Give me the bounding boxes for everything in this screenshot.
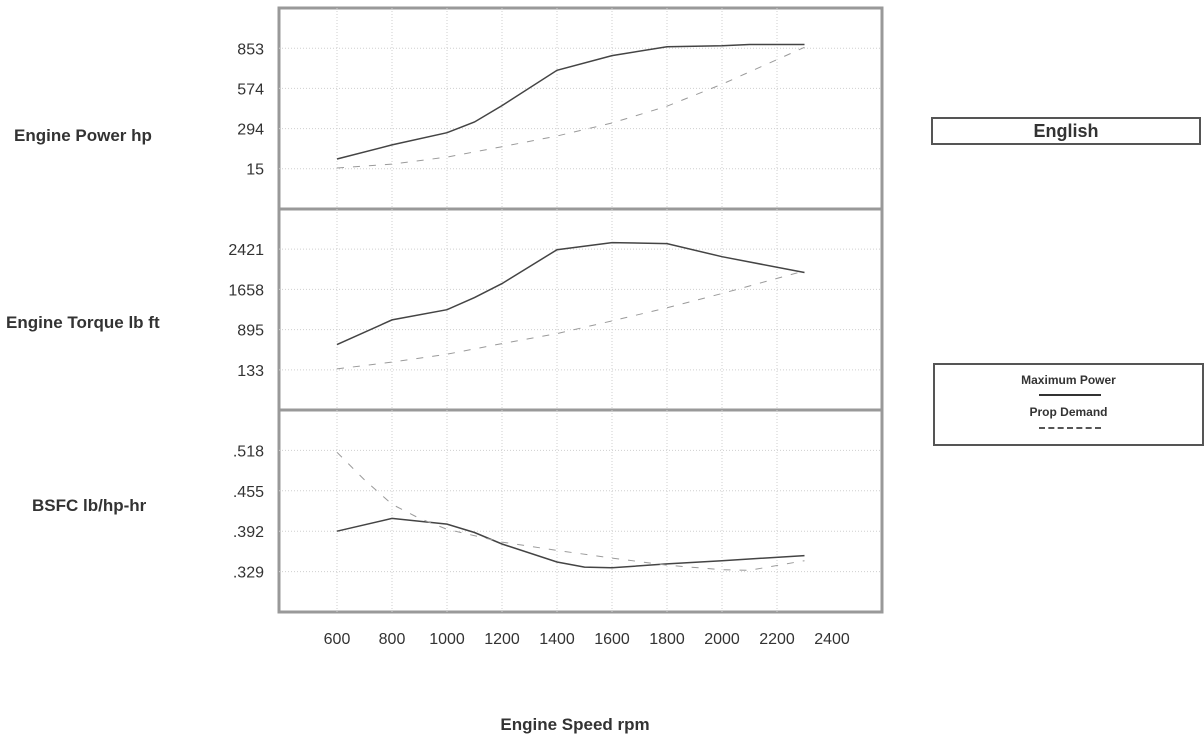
bsfc-series-maximum-power xyxy=(336,517,805,569)
legend-solid-line xyxy=(1039,394,1101,396)
x-tick-label: 800 xyxy=(379,631,406,648)
bsfc-axis-label: BSFC lb/hp-hr xyxy=(32,496,147,515)
torque-y-tick-label: 133 xyxy=(237,363,264,380)
legend-prop-demand-label: Prop Demand xyxy=(1029,405,1108,419)
bsfc-series-prop-demand xyxy=(336,451,805,571)
power-series-prop-demand xyxy=(336,46,805,169)
torque-y-tick-label: 2421 xyxy=(228,242,264,259)
legend-dashed-line xyxy=(1039,427,1101,429)
power-y-tick-label: 294 xyxy=(237,122,264,139)
units-toggle[interactable]: English xyxy=(931,117,1201,145)
x-axis-label: Engine Speed rpm xyxy=(500,715,650,734)
power-y-tick-label: 853 xyxy=(237,41,264,58)
torque-axis-label: Engine Torque lb ft xyxy=(6,313,160,332)
x-tick-label: 2200 xyxy=(759,631,795,648)
power-y-tick-label: 15 xyxy=(246,162,264,179)
x-tick-label: 1800 xyxy=(649,631,685,648)
legend-max-power-label: Maximum Power xyxy=(1021,373,1116,387)
x-tick-label: 2400 xyxy=(814,631,850,648)
torque-series-prop-demand xyxy=(336,270,805,370)
power-y-tick-label: 574 xyxy=(237,81,264,98)
plot-frame xyxy=(277,6,884,614)
bsfc-y-tick-label: .455 xyxy=(233,484,264,501)
x-tick-label: 2000 xyxy=(704,631,740,648)
x-tick-label: 1400 xyxy=(539,631,575,648)
power-series-maximum-power xyxy=(336,43,805,160)
legend: Maximum Power Prop Demand xyxy=(933,363,1204,446)
torque-y-tick-label: 895 xyxy=(237,323,264,340)
x-tick-label: 1200 xyxy=(484,631,520,648)
power-axis-label: Engine Power hp xyxy=(14,126,152,145)
bsfc-y-tick-label: .392 xyxy=(233,524,264,541)
bsfc-y-tick-label: .518 xyxy=(233,443,264,460)
x-tick-label: 1600 xyxy=(594,631,630,648)
bsfc-y-tick-label: .329 xyxy=(233,565,264,582)
x-tick-label: 1000 xyxy=(429,631,465,648)
torque-series-maximum-power xyxy=(336,241,805,346)
torque-y-tick-label: 1658 xyxy=(228,282,264,299)
x-tick-label: 600 xyxy=(324,631,351,648)
